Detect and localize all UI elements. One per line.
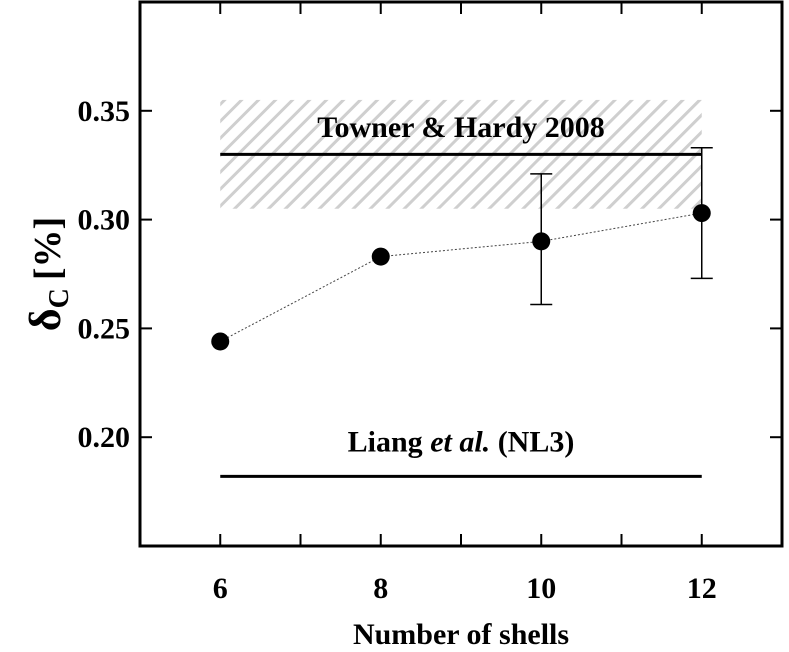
data-point (371, 247, 390, 266)
data-series-layer (211, 147, 713, 351)
reference-line-layer: Towner & Hardy 2008 Liang et al. (NL3) (220, 111, 702, 478)
reference-line-label-part: Liang (348, 425, 431, 458)
series-line (220, 212, 702, 342)
y-tick-label: 0.35 (78, 95, 131, 128)
y-axis-title-subscript: C (44, 288, 75, 308)
reference-line-label-part: (NL3) (490, 425, 574, 458)
y-axis-title-unit: [%] (27, 217, 69, 280)
x-axis-title: Number of shells (353, 618, 569, 651)
reference-line-label: Towner & Hardy 2008 (317, 111, 605, 144)
reference-line-label: Liang et al. (NL3) (348, 425, 575, 458)
axis-tick-layer: 6 8 10 12 0.20 0.25 0.30 0.35 (78, 2, 783, 605)
x-tick-label: 6 (213, 572, 228, 605)
data-point (532, 232, 551, 251)
data-point (211, 332, 230, 351)
reference-line-label-part: et al. (430, 425, 490, 458)
data-point (692, 204, 711, 223)
y-tick-label: 0.25 (78, 312, 131, 345)
x-tick-label: 8 (373, 572, 388, 605)
x-tick-label: 12 (687, 572, 717, 605)
svg-text:δC[%]: δC [%] (21, 217, 75, 331)
plot-frame (138, 0, 784, 548)
y-axis-title: δC [%] (21, 217, 75, 331)
reference-line-label-part: Towner & Hardy 2008 (317, 111, 605, 144)
y-axis-title-symbol: δ (21, 308, 70, 331)
y-tick-label: 0.30 (78, 204, 131, 237)
x-tick-label: 10 (526, 572, 556, 605)
y-tick-label: 0.20 (78, 421, 131, 454)
